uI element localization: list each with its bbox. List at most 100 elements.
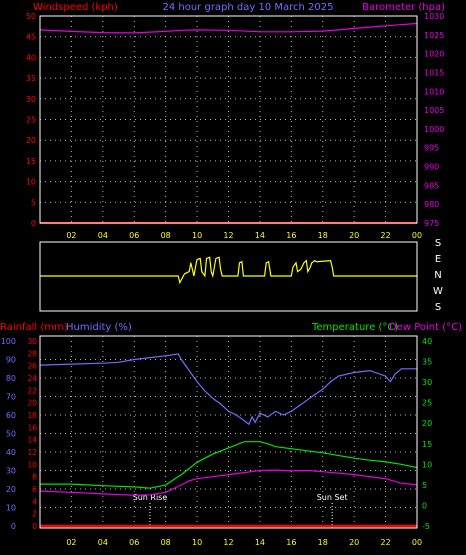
humidity-tick-label: 60 (6, 411, 16, 420)
x-tick-label: 02 (66, 538, 76, 547)
temperature-tick-label: 15 (422, 440, 432, 449)
p1-frame (39, 15, 418, 224)
x-tick-label: 00 (412, 231, 422, 240)
rainfall-tick-label: 6 (32, 485, 37, 494)
temperature-tick-label: 10 (422, 460, 432, 469)
rainfall-tick-label: 24 (27, 374, 37, 383)
graph-title: 24 hour graph day 10 March 2025 (162, 2, 333, 13)
windspeed-tick-label: 0 (31, 219, 36, 228)
humidity-tick-label: 10 (6, 504, 16, 513)
humidity-tick-label: 80 (6, 374, 16, 383)
rainfall-tick-label: 0 (32, 522, 37, 531)
x-tick-label: 18 (318, 231, 328, 240)
rainfall-tick-label: 10 (27, 460, 37, 469)
p1-left-ticks: 0 5 10 15 20 25 30 35 40 45 50 (26, 12, 36, 228)
humidity-tick-label: 0 (11, 522, 16, 531)
windspeed-tick-label: 40 (26, 53, 36, 62)
humidity-tick-label: 100 (1, 337, 16, 346)
temperature-axis-title: Temperature (°C) (311, 322, 398, 333)
windspeed-tick-label: 15 (26, 157, 36, 166)
p1-x-ticks: 02 04 06 08 10 12 14 16 18 20 22 00 (66, 231, 422, 240)
x-tick-label: 14 (255, 231, 265, 240)
windspeed-tick-label: 50 (26, 12, 36, 21)
sun-event-label: Sun Rise (133, 493, 168, 502)
direction-label: S (435, 238, 441, 249)
rainfall-tick-label: 18 (27, 411, 37, 420)
windspeed-tick-label: 10 (26, 178, 36, 187)
x-tick-label: 08 (161, 538, 171, 547)
x-tick-label: 16 (286, 538, 296, 547)
rainfall-tick-label: 16 (27, 423, 37, 432)
temperature-tick-label: 20 (422, 419, 432, 428)
x-tick-label: 16 (286, 231, 296, 240)
temperature-tick-label: 0 (422, 501, 427, 510)
x-tick-label: 14 (255, 538, 265, 547)
rainfall-tick-label: 28 (27, 349, 37, 358)
windspeed-tick-label: 45 (26, 33, 36, 42)
barometer-tick-label: 1000 (424, 125, 444, 134)
barometer-tick-label: 1020 (424, 50, 444, 59)
dewpoint-axis-title: Dew Point (°C) (389, 322, 462, 333)
temperature-tick-label: 40 (422, 337, 432, 346)
rainfall-tick-label: 20 (27, 399, 37, 408)
p3-frame (39, 335, 418, 529)
barometer-tick-label: 1030 (424, 12, 444, 21)
x-tick-label: 18 (318, 538, 328, 547)
p2-series (40, 256, 417, 285)
humidity-tick-label: 50 (6, 430, 16, 439)
temperature-tick-label: 35 (422, 358, 432, 367)
x-tick-label: 20 (349, 538, 359, 547)
p3-grid (40, 336, 417, 528)
x-tick-label: 06 (129, 538, 139, 547)
x-tick-label: 00 (412, 538, 422, 547)
barometer-tick-label: 1025 (424, 31, 444, 40)
x-tick-label: 02 (66, 231, 76, 240)
temperature-tick-label: 25 (422, 399, 432, 408)
humidity-line (39, 353, 417, 426)
dew-point-line (39, 469, 418, 496)
direction-label: N (434, 270, 441, 281)
windspeed-tick-label: 20 (26, 136, 36, 145)
temperature-line (40, 441, 418, 489)
humidity-tick-label: 40 (6, 448, 16, 457)
x-tick-label: 04 (98, 231, 108, 240)
humidity-tick-label: 90 (6, 356, 16, 365)
windspeed-tick-label: 30 (26, 95, 36, 104)
barometer-tick-label: 995 (424, 144, 439, 153)
p1-right-ticks: 975 980 985 990 995 1000 1005 1010 1015 1020 1025 1… (424, 12, 444, 228)
humidity-tick-label: 30 (6, 467, 16, 476)
p3-temp-ticks: -5 0 5 10 15 20 25 30 35 40 (422, 337, 432, 531)
temperature-tick-label: 5 (422, 481, 427, 490)
rainfall-tick-label: 30 (27, 337, 37, 346)
barometer-line (39, 22, 418, 34)
direction-label: S (435, 302, 441, 313)
barometer-tick-label: 1015 (424, 68, 444, 77)
temperature-tick-label: 30 (422, 378, 432, 387)
x-tick-label: 22 (380, 538, 390, 547)
p3-annotations: Sun Rise Sun Set (133, 493, 348, 528)
direction-label: W (433, 286, 443, 297)
humidity-tick-label: 20 (6, 485, 16, 494)
x-tick-label: 22 (380, 231, 390, 240)
rainfall-tick-label: 14 (27, 436, 37, 445)
barometer-tick-label: 1010 (424, 87, 444, 96)
x-tick-label: 06 (129, 231, 139, 240)
p2-frame (39, 241, 418, 312)
windspeed-axis-title: Windspeed (kph) (33, 2, 118, 13)
p3-x-ticks: 02 04 06 08 10 12 14 16 18 20 22 00 (66, 538, 422, 547)
barometer-tick-label: 985 (424, 181, 439, 190)
x-tick-label: 10 (192, 538, 202, 547)
rainfall-axis-title: Rainfall (mm) (0, 322, 68, 333)
barometer-tick-label: 1005 (424, 106, 444, 115)
barometer-tick-label: 975 (424, 219, 439, 228)
humidity-tick-label: 70 (6, 393, 16, 402)
temperature-tick-label: -5 (422, 522, 430, 531)
direction-label: E (435, 254, 441, 265)
wind-direction-line (40, 256, 417, 285)
rainfall-tick-label: 2 (32, 510, 37, 519)
windspeed-tick-label: 5 (31, 198, 36, 207)
rainfall-tick-label: 26 (27, 362, 37, 371)
windspeed-tick-label: 25 (26, 116, 36, 125)
